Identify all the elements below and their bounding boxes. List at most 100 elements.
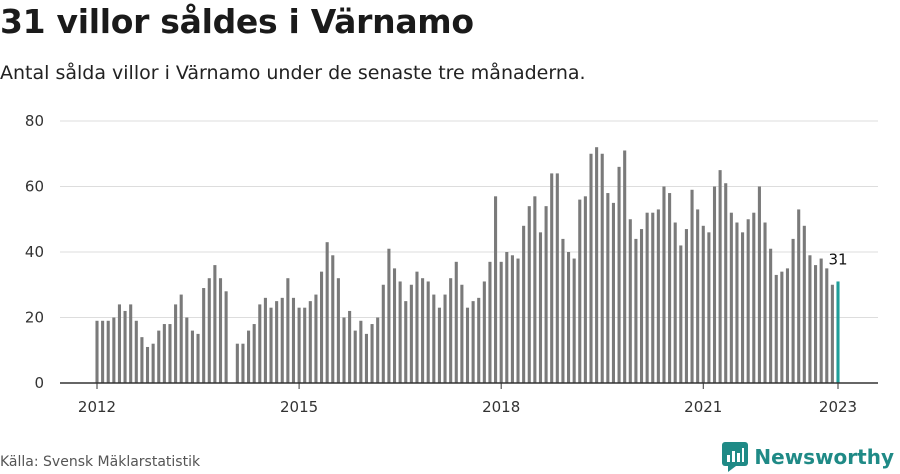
bar	[763, 222, 767, 383]
bar	[724, 183, 728, 383]
source-note: Källa: Svensk Mäklarstatistik	[0, 454, 201, 470]
bar	[196, 333, 200, 384]
bar	[342, 317, 346, 383]
bar	[482, 281, 486, 383]
bar-highlight	[836, 281, 840, 383]
bar	[785, 268, 790, 384]
bar	[746, 219, 750, 383]
bar	[437, 307, 441, 383]
bar	[117, 304, 121, 383]
bar	[561, 238, 565, 383]
bar	[376, 317, 380, 383]
bar	[572, 258, 576, 383]
bar	[825, 268, 829, 384]
bar	[202, 288, 206, 383]
bar	[550, 173, 554, 383]
bar	[729, 212, 733, 383]
bar	[819, 258, 823, 383]
bar	[409, 284, 413, 383]
bar	[134, 320, 138, 383]
bar	[314, 294, 318, 383]
bar	[797, 209, 801, 383]
bar	[538, 232, 543, 383]
bar	[488, 261, 492, 383]
bar	[404, 301, 408, 384]
bar	[331, 255, 335, 383]
bar	[656, 209, 660, 383]
bar	[522, 225, 526, 383]
bar	[275, 301, 279, 384]
bar	[718, 170, 722, 384]
bar	[101, 320, 105, 383]
bar	[432, 294, 436, 383]
bar	[808, 255, 812, 383]
bar	[510, 255, 514, 383]
bar	[780, 271, 784, 383]
bar	[95, 320, 99, 383]
bar	[392, 268, 397, 384]
bar	[757, 186, 761, 383]
bar	[336, 278, 340, 383]
bar	[712, 186, 717, 383]
y-tick-label: 80	[25, 112, 44, 130]
chart-subtitle: Antal sålda villor i Värnamo under de se…	[0, 62, 586, 84]
bar	[426, 281, 430, 383]
bar	[140, 337, 144, 383]
bar	[353, 330, 357, 383]
bar	[544, 206, 548, 383]
bar	[218, 278, 223, 383]
bar	[802, 225, 806, 383]
bar	[364, 333, 368, 384]
bar	[471, 301, 475, 384]
bar	[185, 317, 189, 383]
bar	[359, 320, 363, 383]
bar	[477, 297, 481, 383]
bar	[634, 238, 638, 383]
bar	[252, 324, 256, 383]
bar	[348, 310, 352, 383]
y-tick-label: 60	[25, 178, 44, 196]
bar	[308, 301, 312, 384]
bar	[263, 297, 267, 383]
bar	[325, 242, 329, 383]
bar	[617, 166, 621, 383]
bar	[830, 284, 834, 383]
bar	[190, 330, 194, 383]
bar	[297, 307, 301, 383]
bar	[701, 225, 705, 383]
bar	[241, 343, 245, 383]
bar	[320, 271, 324, 383]
bar	[606, 193, 610, 383]
bar	[286, 278, 290, 383]
bar	[370, 324, 374, 383]
bar	[684, 229, 688, 383]
bar	[174, 304, 178, 383]
bar	[213, 265, 217, 383]
y-tick-label: 0	[34, 374, 44, 392]
bar	[578, 199, 582, 383]
bar	[387, 248, 391, 383]
brand-logo: Newsworthy	[722, 442, 894, 472]
bar	[527, 206, 531, 383]
bar	[735, 222, 739, 383]
bar	[207, 278, 211, 383]
y-tick-label: 40	[25, 243, 44, 261]
bar	[600, 153, 604, 383]
bar	[465, 307, 470, 383]
x-tick-label: 2012	[78, 398, 116, 416]
bar	[774, 274, 778, 383]
bar	[291, 297, 296, 383]
bar	[162, 324, 166, 383]
brand-name: Newsworthy	[754, 445, 894, 469]
y-tick-label: 20	[25, 309, 44, 327]
last-value-label: 31	[828, 250, 847, 268]
bar	[494, 196, 498, 383]
bar	[269, 307, 273, 383]
newsworthy-logo-icon	[722, 442, 749, 472]
bar	[460, 284, 464, 383]
bar	[595, 147, 599, 383]
bar	[398, 281, 402, 383]
bar	[454, 261, 458, 383]
bar	[668, 193, 672, 383]
x-tick-label: 2018	[482, 398, 520, 416]
